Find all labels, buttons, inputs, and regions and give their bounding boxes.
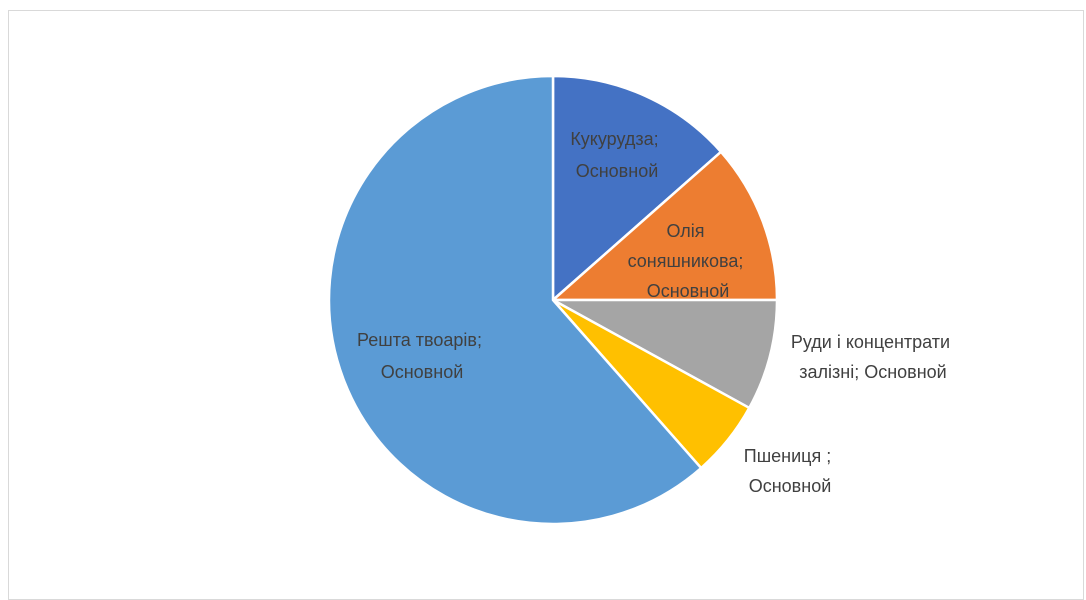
label-iron-ore-line2: залізні; Основной bbox=[799, 362, 946, 382]
label-sunflower-oil: Олія соняшникова; Основной bbox=[628, 221, 749, 301]
slice-corn bbox=[551, 74, 723, 302]
pie-slices bbox=[327, 74, 779, 526]
slice-iron-ore bbox=[551, 298, 779, 410]
slice-sunflower-oil bbox=[551, 150, 779, 302]
slice-other-goods bbox=[327, 74, 703, 526]
label-iron-ore: Руди і концентрати залізні; Основной bbox=[791, 332, 955, 382]
label-sunflower-oil-word2: соняшникова; bbox=[628, 251, 744, 271]
label-iron-ore-line1: Руди і концентрати bbox=[791, 332, 950, 352]
label-sunflower-oil-word1: Олія bbox=[666, 221, 704, 241]
label-corn: Кукурудза; Основной bbox=[570, 129, 663, 181]
label-other-goods: Решта твоарів; Основной bbox=[357, 330, 487, 382]
label-wheat: Пшениця ; Основной bbox=[744, 446, 836, 496]
pie-chart: Кукурудза; Основной Олія соняшникова; Ос… bbox=[327, 74, 955, 526]
